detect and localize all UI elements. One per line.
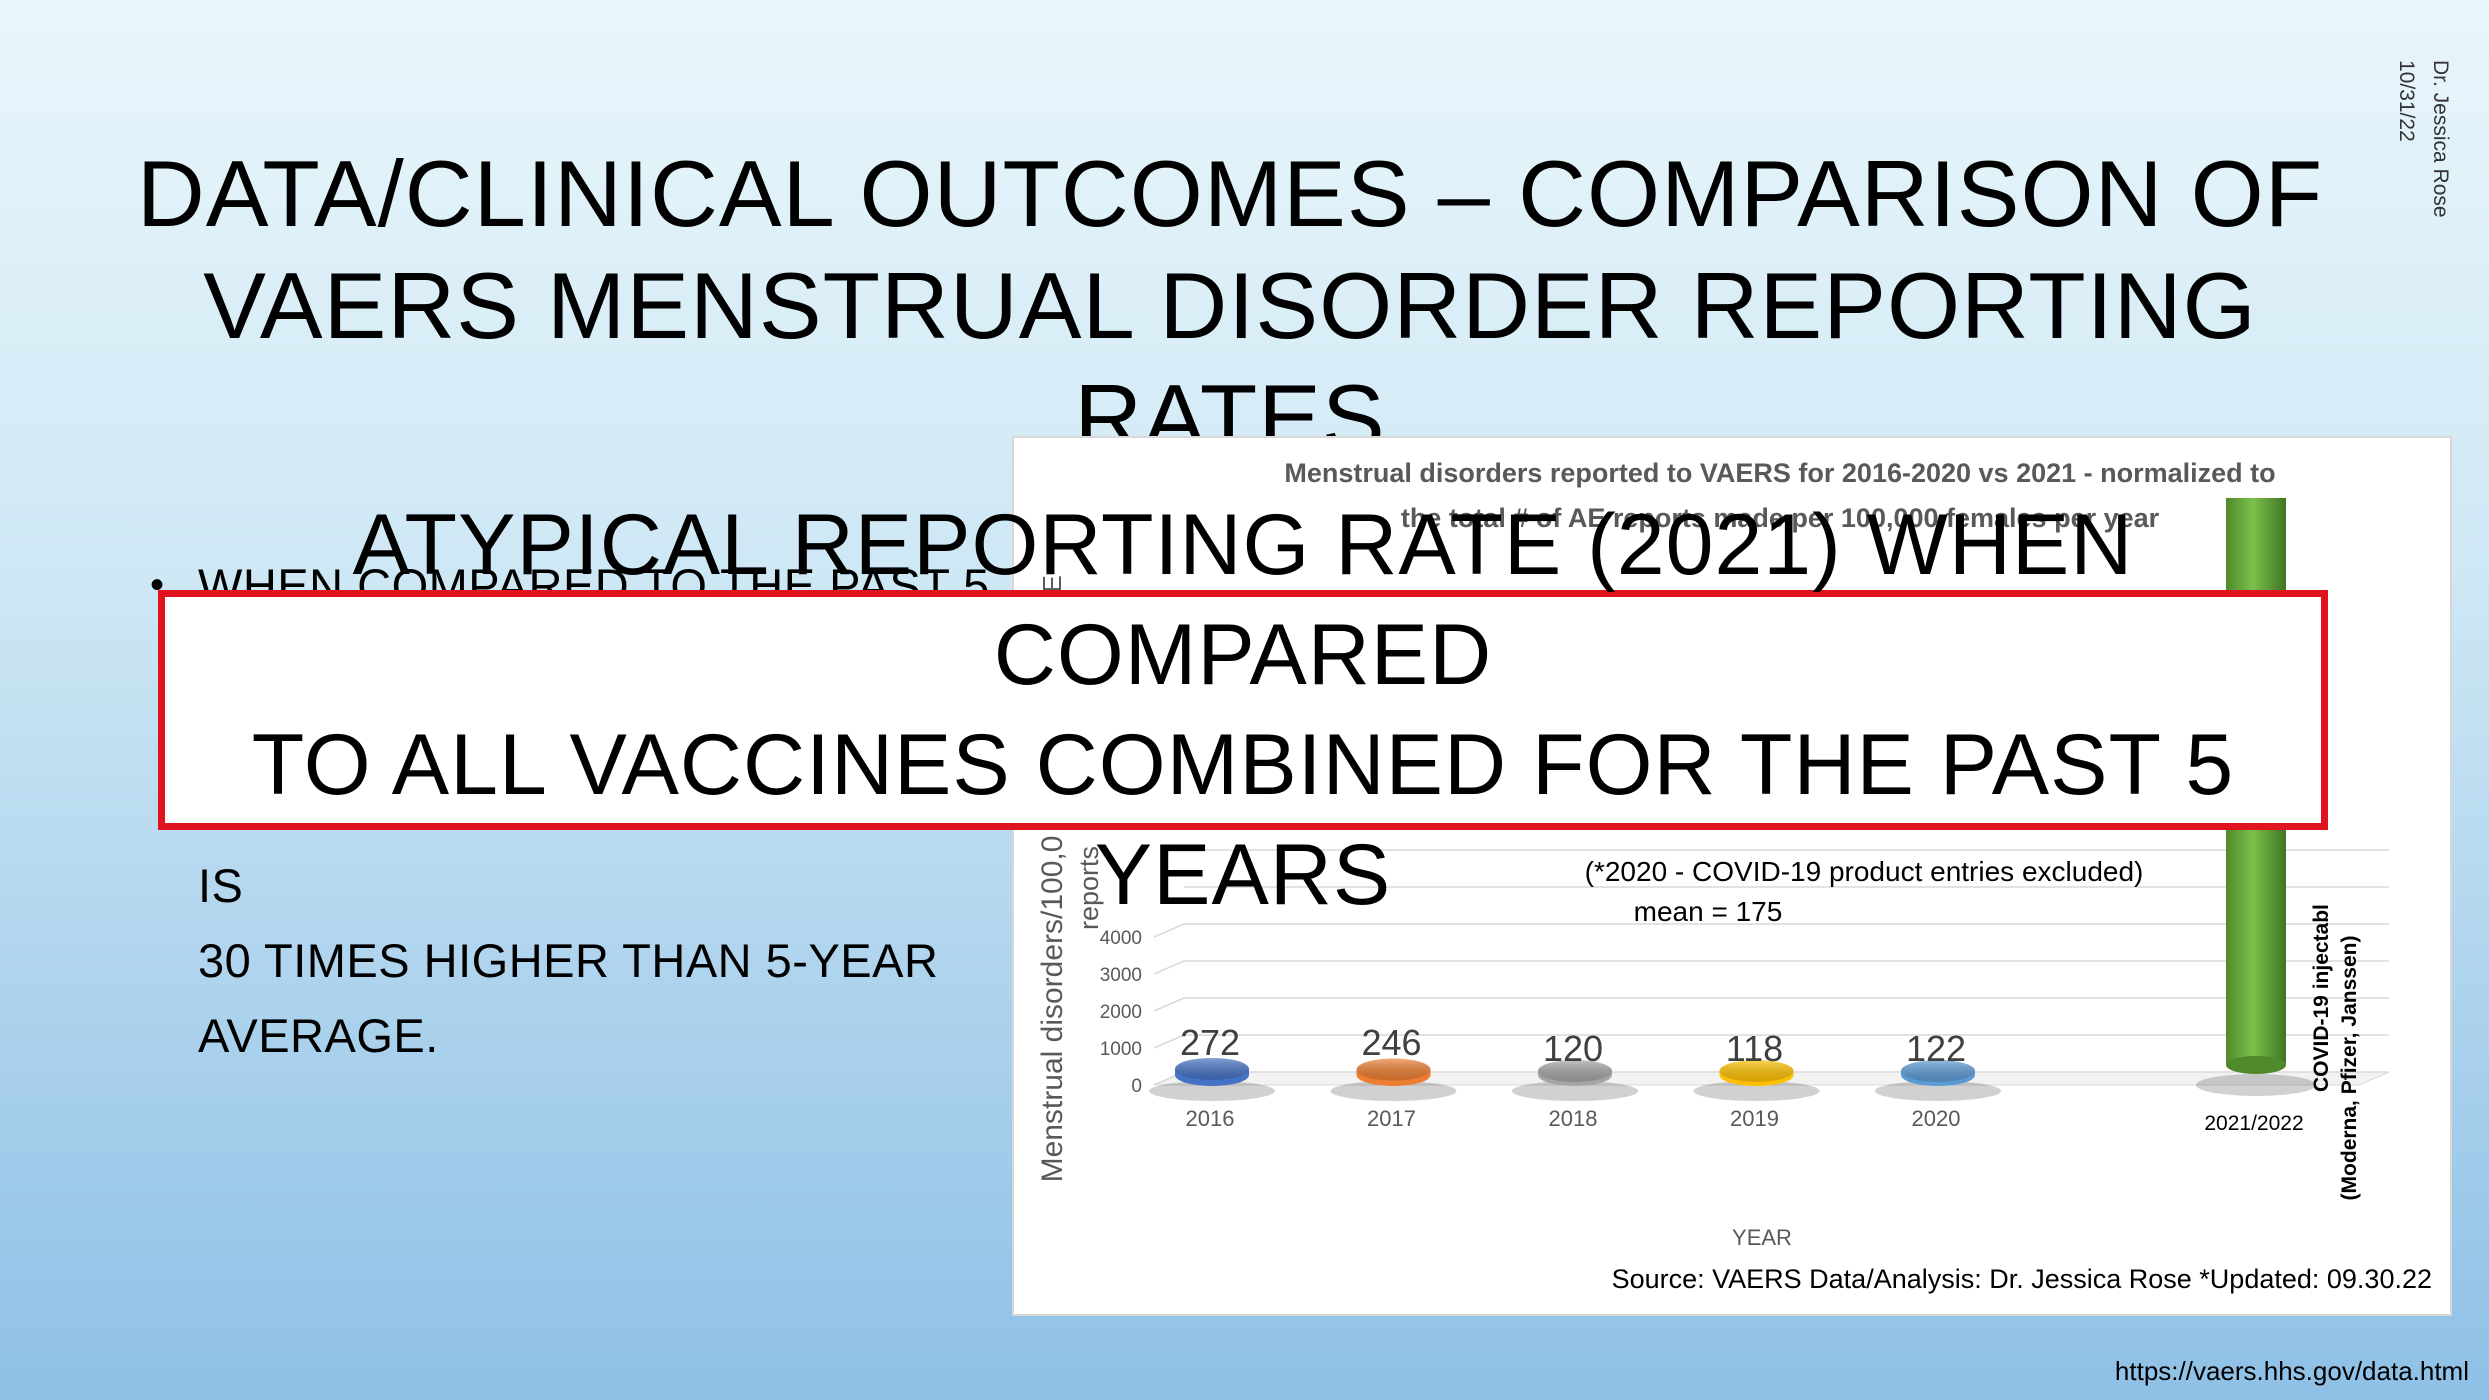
callout-text: ATYPICAL REPORTING RATE (2021) WHEN COMP…: [165, 490, 2321, 930]
chart-title-line-2: the total # of AE reports made per 100,0…: [1401, 503, 2160, 533]
x-tick-label: 2018: [1549, 1106, 1598, 1131]
data-label: 272: [1180, 1022, 1240, 1063]
y-tick-label: 0: [1131, 1076, 1142, 1097]
bar-top-shade: [1538, 1060, 1612, 1082]
covid-label-line-1: COVID-19 injectabl: [2310, 904, 2333, 1092]
bar-top-shade: [1719, 1060, 1794, 1082]
plot-area: 0 1000 2000 3000 4000 2016 272 2017 246 2018 120 20…: [1100, 498, 2390, 1135]
x-tick-label: 2016: [1186, 1106, 1235, 1131]
y-axis-fragment: E: [1037, 575, 1067, 592]
bar-shadow: [1330, 1081, 1457, 1101]
y-axis-label-line-2: reports: [1074, 846, 1104, 930]
gridline-depth: [1153, 997, 1185, 1012]
callout-line-2: TO ALL VACCINES COMBINED FOR THE PAST 5 …: [251, 717, 2235, 923]
chart-source: Source: VAERS Data/Analysis: Dr. Jessica…: [1612, 1264, 2432, 1294]
gridline-depth: [1153, 960, 1185, 975]
gridline-depth: [1153, 923, 1185, 938]
source-url: https://vaers.hhs.gov/data.html: [2114, 1356, 2469, 1386]
data-label: 246: [1361, 1022, 1421, 1063]
bar-shadow: [1149, 1081, 1275, 1101]
y-tick-label: 1000: [1100, 1039, 1142, 1060]
covid-label-line-2: (Moderna, Pfizer, Janssen): [2338, 936, 2361, 1201]
chart-note-line-2: mean = 175: [1634, 896, 1783, 927]
bar-shadow: [1693, 1081, 1820, 1101]
bar-shadow: [1512, 1081, 1638, 1101]
bar-top-shade: [1901, 1060, 1975, 1082]
bar-top-shade: [1356, 1058, 1431, 1081]
data-label: 120: [1543, 1028, 1603, 1069]
bullet-line-4: AVERAGE.: [198, 1009, 439, 1062]
chart-note-line-1: (*2020 - COVID-19 product entries exclud…: [1585, 856, 2144, 887]
bar-shadow: [1875, 1081, 2001, 1101]
x-tick-label: 2020: [1912, 1106, 1961, 1131]
bar-top-shade: [1175, 1057, 1249, 1080]
y-tick-label: 3000: [1100, 965, 1142, 986]
x-axis-label: YEAR: [1732, 1225, 1792, 1250]
author-name: Dr. Jessica Rose: [2429, 60, 2452, 218]
y-tick-label: 2000: [1100, 1002, 1142, 1023]
slide-title: DATA/CLINICAL OUTCOMES – COMPARISON OF V…: [80, 138, 2380, 474]
slide-title-line-2: VAERS MENSTRUAL DISORDER REPORTING RATES: [203, 253, 2257, 470]
callout-line-1: ATYPICAL REPORTING RATE (2021) WHEN COMP…: [352, 497, 2134, 703]
slide-date: 10/31/22: [2395, 60, 2418, 142]
author-date-note: Dr. Jessica Rose 10/31/22: [2380, 60, 2470, 320]
x-tick-label: 2017: [1367, 1106, 1416, 1131]
chart-svg: Menstrual disorders reported to VAERS fo…: [1036, 458, 2432, 1294]
x-tick-label: 2021/2022: [2204, 1112, 2303, 1135]
x-tick-label: 2019: [1730, 1106, 1779, 1131]
data-label: 122: [1906, 1028, 1966, 1069]
gridline-depth: [1153, 1034, 1185, 1049]
data-label: 118: [1726, 1028, 1783, 1069]
chart-panel: Menstrual disorders reported to VAERS fo…: [1012, 436, 2452, 1316]
chart-title-line-1: Menstrual disorders reported to VAERS fo…: [1284, 458, 2275, 488]
callout-box: ATYPICAL REPORTING RATE (2021) WHEN COMP…: [158, 497, 2328, 923]
bar-base: [2226, 1056, 2286, 1074]
slide-title-line-1: DATA/CLINICAL OUTCOMES – COMPARISON OF: [136, 141, 2324, 246]
y-axis-label-line-1: Menstrual disorders/100,0: [1036, 836, 1069, 1183]
bullet-line-3: 30 TIMES HIGHER THAN 5-YEAR: [198, 934, 939, 987]
y-tick-label: 4000: [1100, 928, 1142, 949]
bar-shadow: [2196, 1074, 2316, 1096]
